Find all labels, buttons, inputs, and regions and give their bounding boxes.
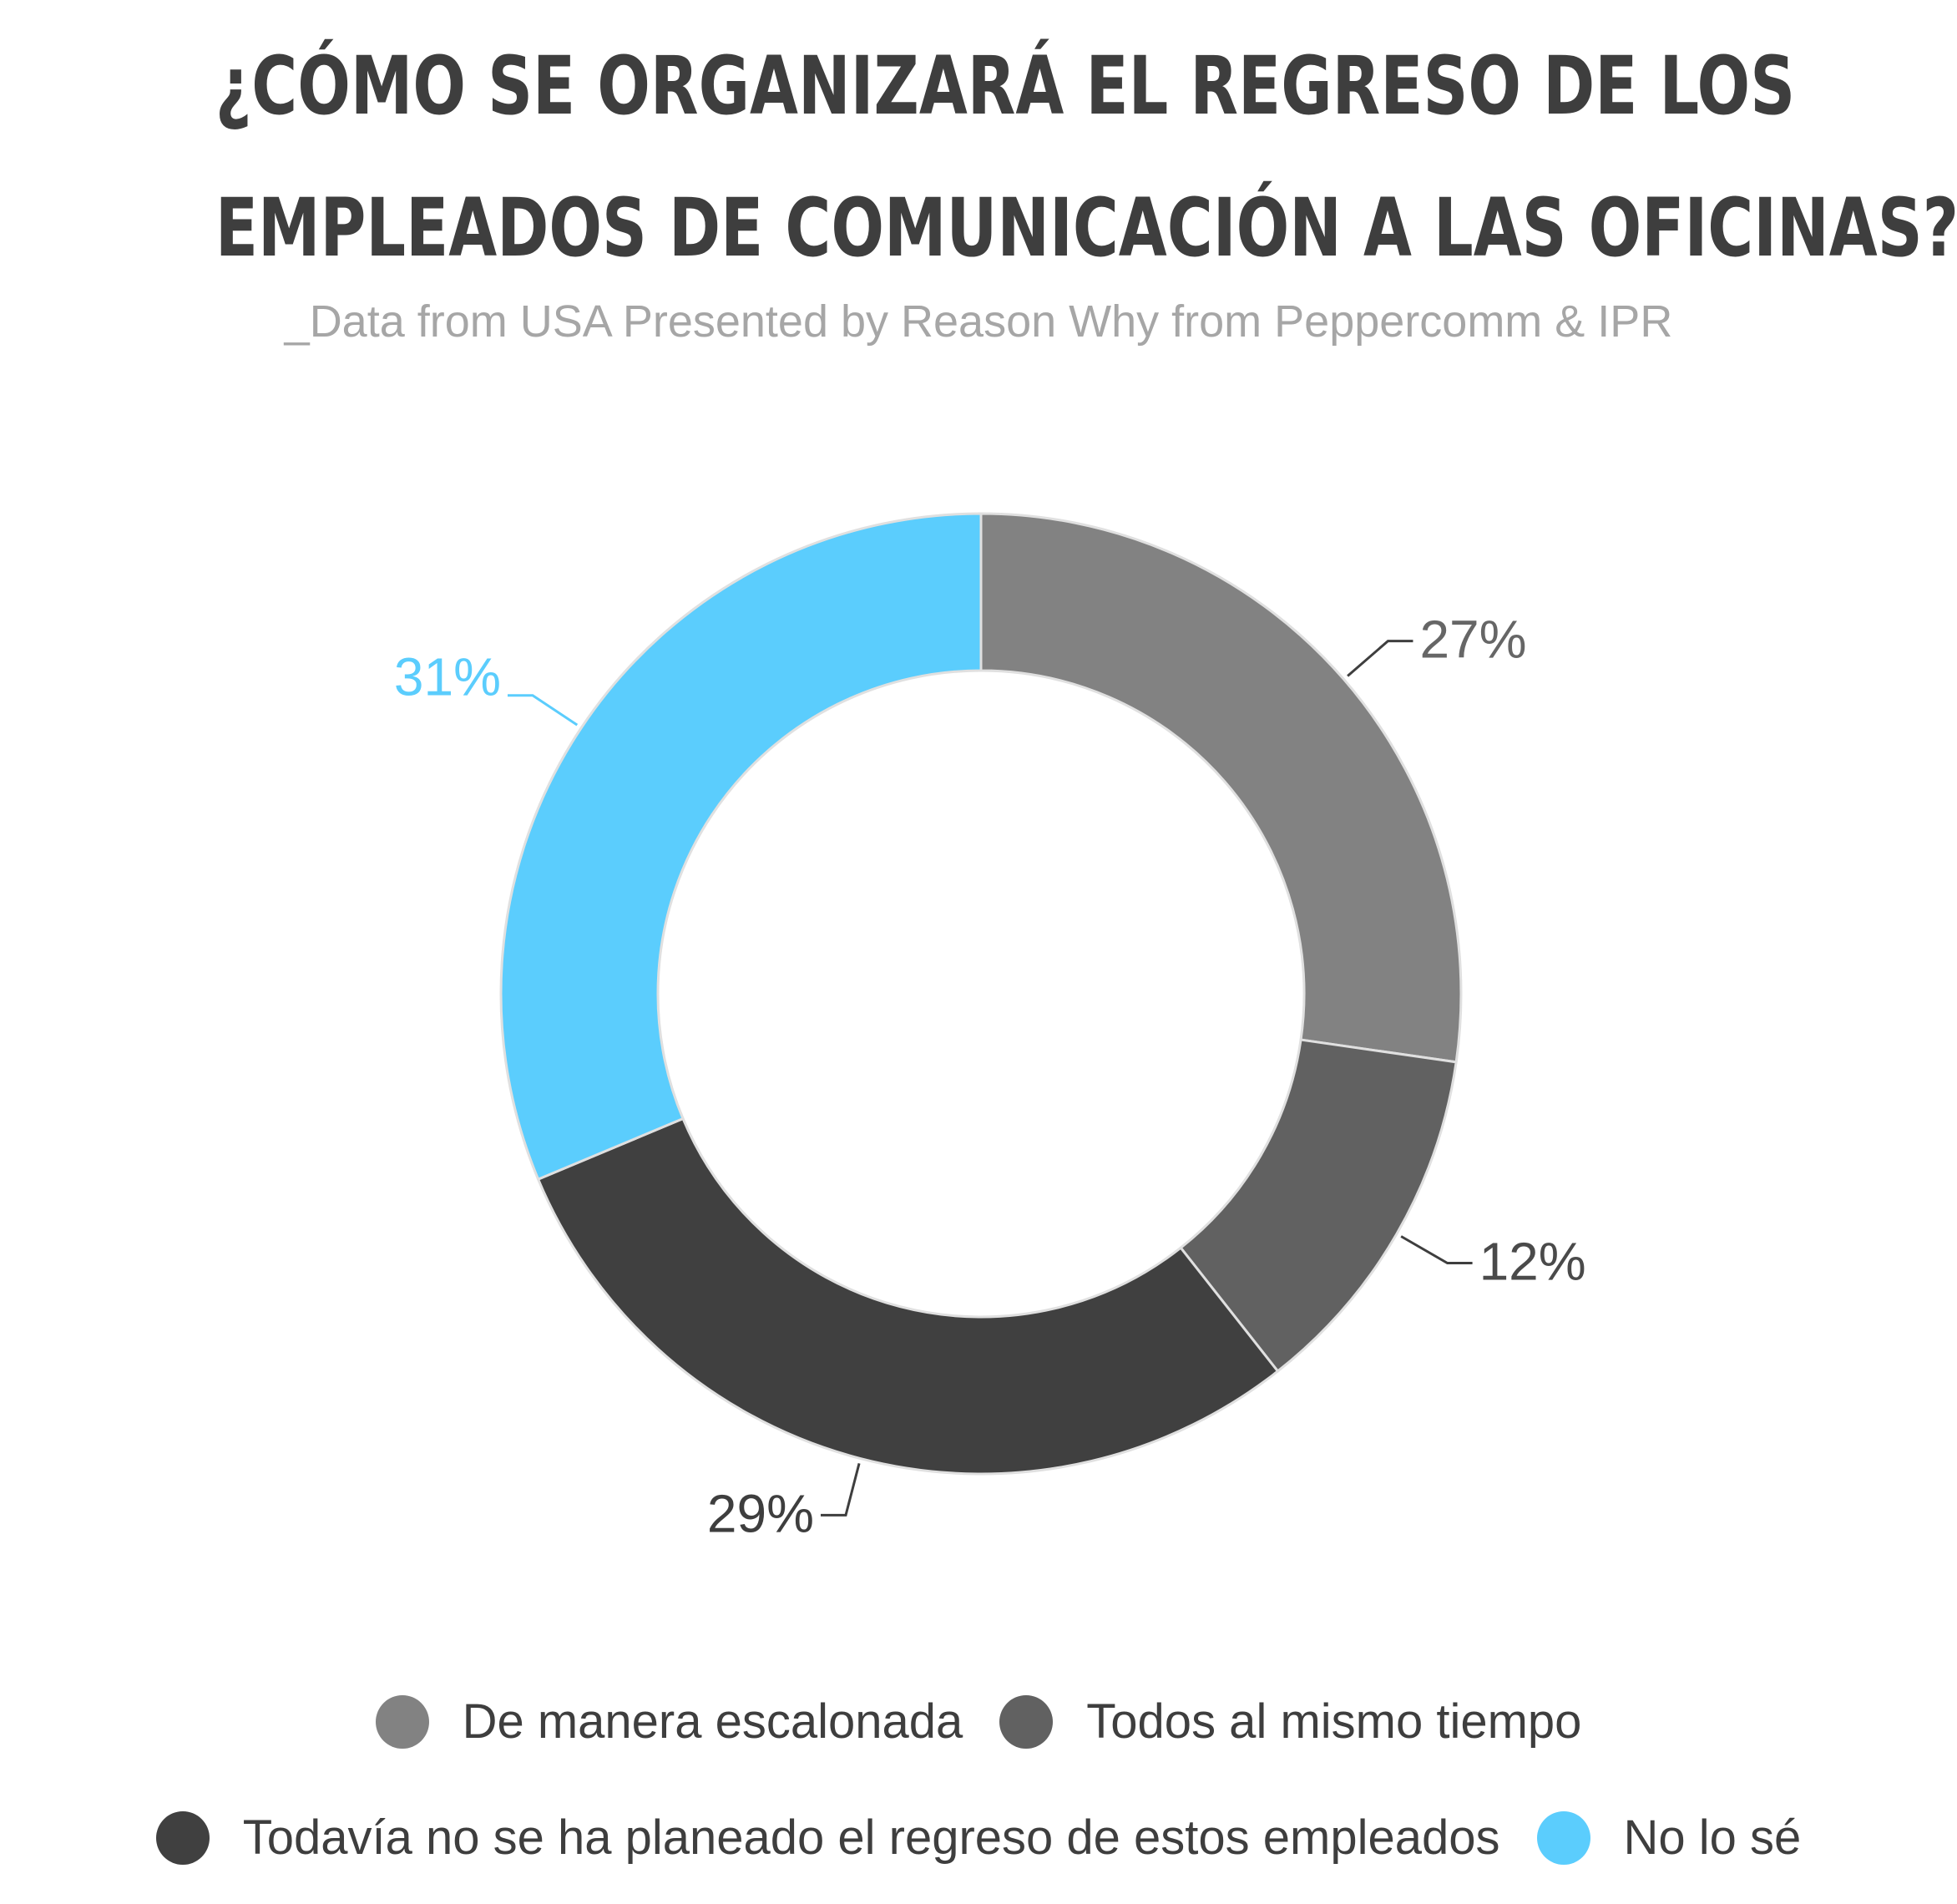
legend-swatch xyxy=(155,1810,210,1865)
data-label: 12% xyxy=(1479,1232,1586,1292)
donut-slice xyxy=(499,512,983,1182)
legend-label: Todos al mismo tiempo xyxy=(1086,1694,1582,1749)
leader-line xyxy=(821,1463,861,1517)
donut-slice xyxy=(536,1117,1280,1476)
legend-row-2: Todavía no se ha planeado el regreso de … xyxy=(0,1810,1957,1866)
chart-title-line-1: ¿CÓMO SE ORGANIZARÁ EL REGRESO DE LOS xyxy=(215,39,1796,133)
legend-swatch xyxy=(999,1694,1054,1749)
leader-line xyxy=(1347,640,1413,677)
legend-label: De manera escalonada xyxy=(462,1694,963,1749)
legend-item-de-manera-escalonada: De manera escalonada xyxy=(375,1694,963,1750)
leader-line xyxy=(507,694,579,727)
legend-label: No lo sé xyxy=(1623,1810,1802,1865)
chart-subtitle: _Data from USA Presented by Reason Why f… xyxy=(284,296,1673,347)
leader-line xyxy=(1400,1235,1473,1264)
legend-item-todos-al-mismo-tiempo: Todos al mismo tiempo xyxy=(999,1694,1581,1750)
donut-slice xyxy=(979,512,1463,1064)
legend-item-todavia-no-planeado: Todavía no se ha planeado el regreso de … xyxy=(155,1810,1500,1866)
legend-item-no-lo-se: No lo sé xyxy=(1536,1810,1802,1866)
legend-row-1: De manera escalonada Todos al mismo tiem… xyxy=(0,1694,1957,1750)
data-label: 31% xyxy=(394,647,501,707)
chart-title-line-2: EMPLEADOS DE COMUNICACIÓN A LAS OFICINAS… xyxy=(215,181,1957,275)
chart-title: ¿CÓMO SE ORGANIZARÁ EL REGRESO DE LOS EM… xyxy=(215,15,1957,299)
legend-swatch xyxy=(1536,1810,1590,1865)
legend-swatch xyxy=(375,1694,429,1749)
data-label: 27% xyxy=(1419,610,1526,670)
legend-label: Todavía no se ha planeado el regreso de … xyxy=(242,1810,1500,1865)
data-label: 29% xyxy=(707,1483,814,1543)
